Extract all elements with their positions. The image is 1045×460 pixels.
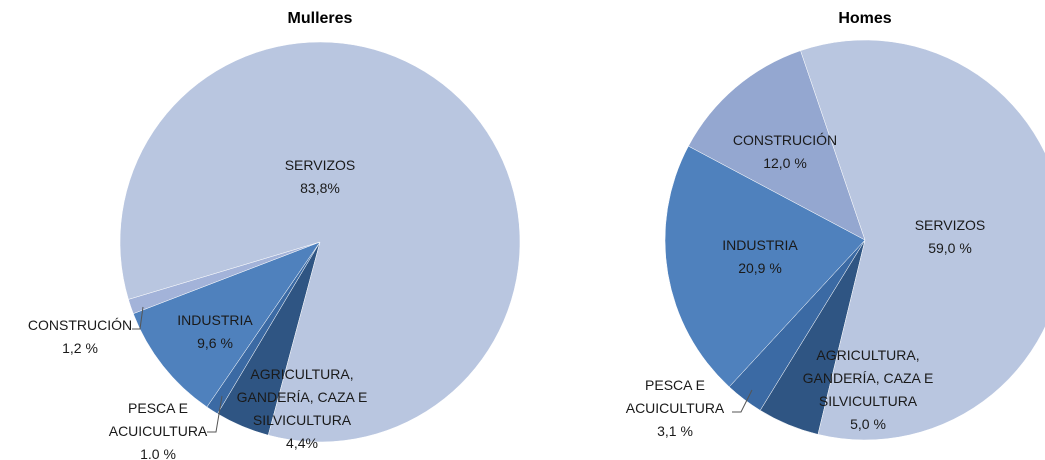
value-label: 12,0 % — [763, 155, 807, 171]
value-label: 1.0 % — [140, 446, 176, 460]
category-label: SERVIZOS — [914, 217, 986, 233]
category-label: PESCA E ACUICULTURA — [625, 377, 725, 416]
slice-label: CONSTRUCIÓN 12,0 % — [725, 129, 845, 175]
chart-title: Mulleres — [287, 10, 353, 27]
leader-line — [732, 389, 753, 413]
pie-slice — [800, 39, 1045, 441]
category-label: INDUSTRIA — [177, 312, 253, 328]
pie-slice — [132, 241, 321, 408]
slice-label: INDUSTRIA 20,9 % — [710, 234, 810, 280]
value-label: 4,4% — [286, 435, 318, 451]
slice-label: AGRICULTURA, GANDERÍA, CAZA E SILVICULTU… — [798, 344, 938, 436]
category-label: AGRICULTURA, GANDERÍA, CAZA E SILVICULTU… — [236, 366, 368, 428]
slice-label: AGRICULTURA, GANDERÍA, CAZA E SILVICULTU… — [232, 363, 372, 455]
value-label: 1,2 % — [62, 340, 98, 356]
slice-label: CONSTRUCIÓN 1,2 % — [15, 314, 145, 360]
slice-label: PESCA E ACUICULTURA 3,1 % — [625, 374, 725, 443]
pie-slice — [688, 50, 866, 241]
leader-line — [132, 306, 144, 330]
chart-title: Homes — [838, 10, 892, 27]
pie-slice — [119, 41, 521, 443]
value-label: 59,0 % — [928, 240, 972, 256]
pie-slice — [664, 145, 866, 388]
slice-label: SERVIZOS 83,8% — [260, 154, 380, 200]
category-label: SERVIZOS — [284, 157, 356, 173]
value-label: 9,6 % — [197, 335, 233, 351]
slice-label: PESCA E ACUICULTURA 1.0 % — [108, 397, 208, 460]
leader-line — [207, 395, 223, 433]
slice-label: INDUSTRIA 9,6 % — [165, 309, 265, 355]
value-label: 3,1 % — [657, 423, 693, 439]
category-label: INDUSTRIA — [722, 237, 798, 253]
category-label: CONSTRUCIÓN — [732, 132, 838, 148]
value-label: 83,8% — [300, 180, 340, 196]
category-label: PESCA E ACUICULTURA — [108, 400, 208, 439]
value-label: 5,0 % — [850, 416, 886, 432]
category-label: AGRICULTURA, GANDERÍA, CAZA E SILVICULTU… — [802, 347, 934, 409]
slice-label: SERVIZOS 59,0 % — [900, 214, 1000, 260]
value-label: 20,9 % — [738, 260, 782, 276]
category-label: CONSTRUCIÓN — [27, 317, 133, 333]
